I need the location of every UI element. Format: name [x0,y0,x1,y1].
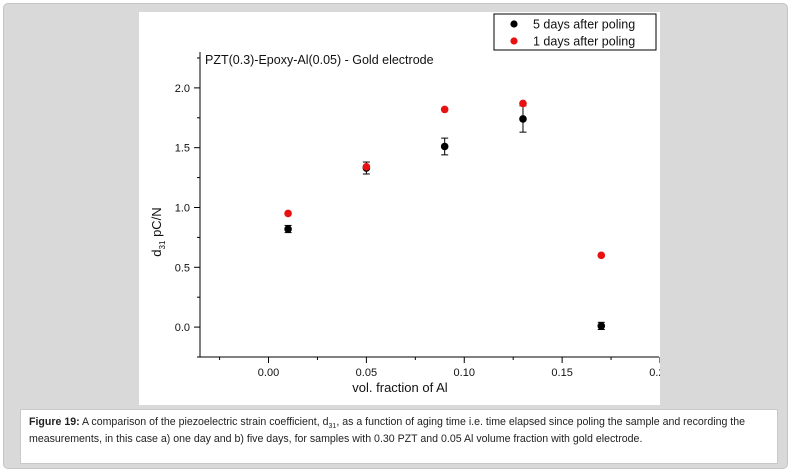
figure-caption: Figure 19: A comparison of the piezoelec… [20,409,778,464]
series-1-days [284,99,606,260]
x-tick-label: 0.10 [454,367,475,379]
legend-box [493,13,657,51]
data-marks [284,99,606,330]
caption-text-start: A comparison of the piezoelectric strain… [79,416,329,428]
x-tick-label: 0.05 [356,367,377,379]
data-point [597,251,606,260]
data-point [440,142,449,151]
data-point [597,322,606,330]
tick-marks [194,57,661,363]
y-tick-label: 0.5 [175,262,190,274]
data-point [440,105,449,114]
figure-frame: 0.00 0.05 0.10 0.15 0.20 0.0 0.5 1.0 1.5 2.0 PZT(… [3,3,788,469]
legend-marker-5-days [510,20,518,28]
x-tick-label: 0.15 [551,367,572,379]
data-point [284,225,292,233]
axes [199,52,659,358]
y-axis-label-sub: 31 [158,240,167,249]
y-axis-label-main: d [149,249,164,256]
caption-text-end: , as a function of aging time i.e. time … [29,416,746,446]
x-tick-label: 0.00 [258,367,279,379]
y-axis-label: d31 pC/N [149,207,167,256]
data-point [362,163,371,171]
plot-panel: 0.00 0.05 0.10 0.15 0.20 0.0 0.5 1.0 1.5 2.0 PZT(… [139,12,671,405]
caption-label: Figure 19: [29,416,80,428]
data-point [519,99,527,108]
legend-marker-1-days [510,37,518,45]
legend-label-1-days: 1 days after poling [533,35,635,49]
x-axis-label: vol. fraction of Al [352,380,447,395]
y-tick-label: 1.5 [175,143,190,155]
tick-labels: 0.00 0.05 0.10 0.15 0.20 0.0 0.5 1.0 1.5 2.0 [175,83,671,379]
legend-label-5-days: 5 days after poling [533,18,635,32]
caption-subscript: 31 [328,423,337,431]
y-axis-label-unit: pC/N [149,207,164,240]
legend: 5 days after poling 1 days after poling [493,13,657,51]
y-tick-label: 1.0 [175,202,190,214]
y-tick-label: 0.0 [175,322,190,334]
series-5-days [284,105,606,330]
data-point [284,209,292,218]
y-tick-label: 2.0 [175,83,190,95]
x-tick-label: 0.20 [649,367,660,379]
chart: 0.00 0.05 0.10 0.15 0.20 0.0 0.5 1.0 1.5 2.0 PZT(… [149,13,671,395]
chart-title: PZT(0.3)-Epoxy-Al(0.05) - Gold electrode [205,53,434,67]
data-point [519,115,527,123]
